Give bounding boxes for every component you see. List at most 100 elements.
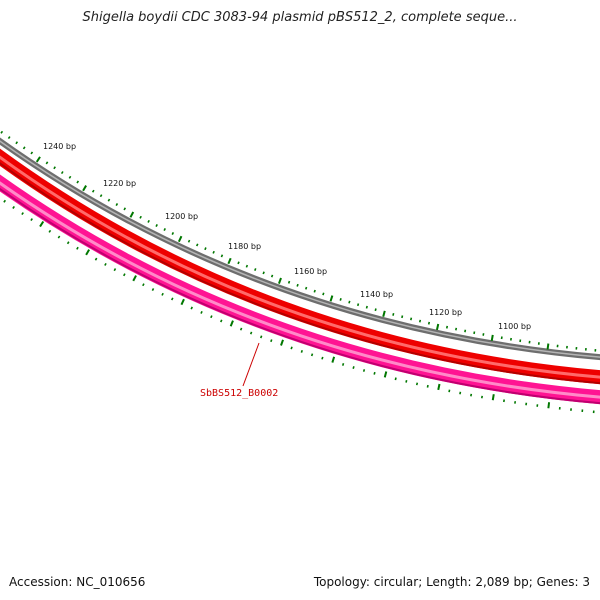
ruler-tick [322, 292, 325, 296]
ruler-tick [455, 327, 458, 331]
ruler-tick [435, 323, 440, 331]
ruler-tick [341, 363, 345, 366]
ruler-labels: 1240 bp 1220 bp 1200 bp 1180 bp 1160 bp 1140 … [43, 142, 531, 331]
ruler-tick [348, 300, 351, 304]
ruler-tick [249, 331, 253, 335]
ruler-tick [12, 205, 15, 209]
ruler-tick [123, 207, 127, 211]
ruler-tick [35, 156, 41, 163]
ruler-tick [220, 319, 223, 323]
ruler-tick [329, 295, 334, 302]
ruler-tick [290, 346, 293, 350]
ruler-tick [30, 151, 34, 155]
ruler-tick [177, 235, 183, 243]
ruler-tick [352, 366, 355, 369]
ruler-tick [129, 211, 135, 218]
ruler-tick [210, 315, 213, 319]
ruler-tick [3, 199, 7, 203]
ruler-tick [147, 219, 150, 223]
ruler-tick [151, 288, 155, 292]
ruler-tick [66, 241, 70, 245]
ruler-tick [437, 383, 441, 391]
ruler-tick [107, 198, 111, 202]
ruler-tick [401, 315, 404, 319]
gene-feature-track-shadow [0, 187, 600, 405]
ruler-tick [200, 310, 203, 314]
ruler [0, 130, 597, 414]
ruler-tick [491, 394, 495, 401]
ruler-tick [76, 246, 79, 250]
ruler-label: 1120 bp [429, 308, 462, 317]
ruler-tick [132, 275, 137, 282]
ruler-tick [161, 292, 164, 296]
ruler-tick [7, 136, 11, 140]
ruler-tick [392, 313, 395, 316]
ruler-tick [163, 228, 166, 231]
ruler-tick [68, 175, 72, 179]
ruler-tick [427, 321, 431, 325]
ruler-tick [195, 243, 199, 247]
ruler-tick [239, 327, 243, 331]
ruler-tick [53, 166, 56, 170]
ruler-label: 1240 bp [43, 142, 76, 151]
ruler-tick [254, 268, 257, 272]
ruler-tick [237, 261, 240, 265]
ruler-tick [142, 283, 145, 287]
ruler-tick [99, 194, 103, 198]
ruler-tick [546, 343, 550, 350]
ruler-tick [30, 218, 33, 222]
ruler-tick [60, 171, 64, 175]
ruler-tick [85, 249, 90, 256]
ruler-tick [405, 380, 408, 383]
ruler-tick [227, 257, 232, 265]
ruler-tick [0, 130, 4, 134]
ruler-label: 1200 bp [165, 212, 198, 221]
ruler-tick [91, 189, 95, 193]
ruler-tick [373, 371, 376, 375]
ruler-tick [313, 289, 316, 293]
ruler-tick [21, 212, 24, 216]
ruler-tick [321, 356, 324, 360]
ruler-tick [490, 334, 494, 341]
ruler-tick [382, 310, 386, 317]
ruler-tick [287, 280, 291, 284]
gene-label-leader-line [242, 342, 260, 387]
ruler-tick [76, 180, 80, 184]
ruler-tick [362, 369, 366, 372]
ruler-tick [277, 277, 282, 284]
ruler-tick [547, 402, 551, 409]
ruler-tick [245, 264, 249, 268]
ruler-tick [170, 297, 174, 301]
ruler-label: 1100 bp [498, 322, 531, 331]
ruler-tick [374, 308, 377, 312]
ruler-tick [339, 298, 342, 301]
cds-track-highlight [0, 155, 600, 379]
ruler-tick [310, 353, 314, 357]
ruler-tick [139, 215, 142, 219]
ruler-tick [212, 250, 215, 254]
ruler-tick [331, 356, 336, 363]
ruler-tick [229, 320, 234, 327]
map-title: Shigella boydii CDC 3083-94 plasmid pBS5… [82, 10, 518, 25]
ruler-tick [304, 286, 308, 290]
ruler-tick [39, 220, 45, 228]
ruler-tick [383, 371, 388, 378]
ruler-tick [260, 335, 263, 339]
ruler-tick [300, 349, 303, 353]
ruler-tick [410, 317, 413, 321]
ruler-tick [187, 239, 191, 243]
ruler-tick [48, 229, 52, 233]
ruler-label: 1140 bp [360, 290, 393, 299]
ruler-tick [104, 262, 107, 266]
ruler-tick [115, 203, 119, 207]
cds-track-shadow [0, 162, 600, 385]
ruler-tick [356, 303, 360, 307]
ruler-tick [220, 254, 224, 258]
ruler-tick [418, 319, 422, 323]
ruler-tick [180, 298, 185, 306]
ruler-tick [22, 146, 26, 150]
ruler-tick [15, 141, 19, 145]
accession-label: Accession: NC_010656 [9, 575, 146, 589]
gene-label[interactable]: SbBS512_B0002 [200, 388, 278, 399]
